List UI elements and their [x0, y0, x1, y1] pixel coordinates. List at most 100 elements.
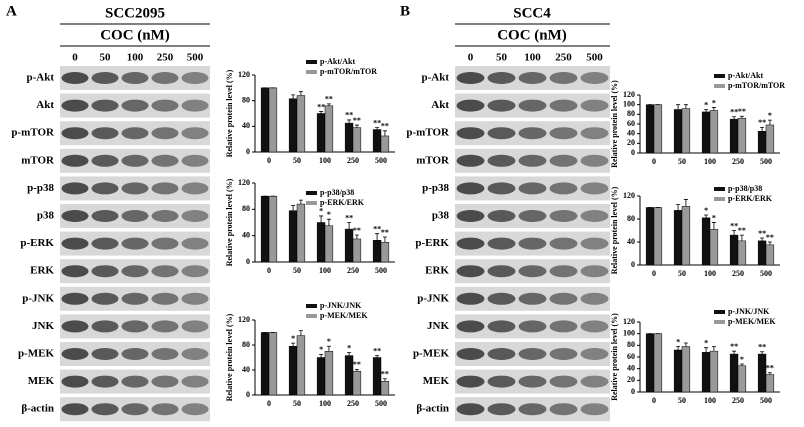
legend-swatch — [306, 314, 317, 318]
blot-band — [121, 348, 149, 360]
dose-label: 250 — [555, 52, 572, 64]
bar — [288, 210, 298, 263]
bar — [673, 349, 683, 393]
blot-band — [61, 265, 89, 278]
bar — [701, 352, 711, 393]
blot-band — [487, 182, 516, 195]
error-bar — [375, 233, 380, 241]
blot-label: p-ERK — [415, 237, 449, 249]
cell-line: SCC2095 — [105, 5, 165, 21]
error-bar — [291, 94, 296, 99]
treatment: COC (nM) — [100, 27, 170, 43]
bar — [352, 371, 362, 396]
bar — [260, 87, 270, 153]
bar — [260, 195, 270, 263]
blot-band — [91, 292, 119, 305]
error-bar — [382, 236, 387, 243]
blot-band — [121, 265, 149, 278]
bar — [709, 110, 719, 154]
y-tick-label: 80 — [242, 340, 250, 349]
bar — [681, 206, 691, 266]
legend-swatch — [714, 74, 725, 78]
blot-label: p-mTOR — [406, 127, 450, 139]
blot-band — [487, 403, 516, 416]
blot-band — [518, 99, 547, 112]
blot-band — [151, 210, 179, 222]
bar — [260, 332, 270, 396]
x-tick-label: 0 — [652, 157, 656, 166]
significance: ** — [766, 364, 774, 373]
blot-label: β-actin — [416, 403, 449, 415]
legend-label: p-ERK/ERK — [320, 198, 365, 207]
dose-label: 100 — [127, 52, 144, 64]
legend-swatch — [306, 304, 317, 308]
blot-band — [61, 237, 89, 250]
x-tick-label: 0 — [267, 156, 271, 165]
significance: ** — [317, 102, 325, 111]
error-bar — [291, 342, 296, 347]
bar — [737, 365, 747, 393]
blot-band — [121, 154, 149, 167]
y-axis-label: Relative protein level (%) — [610, 313, 619, 401]
blot-band — [580, 127, 609, 140]
blot-band — [121, 182, 149, 195]
y-tick-label: 120 — [238, 315, 250, 324]
error-bar — [676, 204, 681, 211]
blot-band — [549, 348, 578, 360]
significance: ** — [345, 213, 353, 222]
bar — [288, 346, 298, 396]
legend-label: p-ERK/ERK — [728, 194, 773, 203]
bar — [681, 346, 691, 393]
significance: ** — [373, 346, 381, 355]
blot-band — [91, 99, 119, 112]
blot-band — [456, 403, 485, 416]
cell-line: SCC4 — [513, 5, 551, 21]
blot-band — [91, 320, 119, 333]
legend-swatch — [306, 201, 317, 205]
blot-band — [181, 237, 209, 250]
bar — [352, 238, 362, 263]
x-tick-label: 100 — [319, 266, 331, 275]
blot-band — [518, 210, 547, 222]
blot-band — [518, 292, 547, 305]
y-tick-label: 0 — [246, 390, 250, 399]
blot-band — [456, 375, 485, 388]
blot-band — [456, 182, 485, 195]
blot-band — [487, 127, 516, 140]
bar — [344, 228, 354, 263]
significance: * — [347, 343, 351, 352]
bar — [316, 113, 326, 153]
y-tick-label: 120 — [623, 317, 635, 326]
x-tick-label: 100 — [704, 157, 716, 166]
error-bar — [676, 346, 681, 350]
error-bar — [354, 124, 359, 128]
blot-band — [181, 72, 209, 84]
legend-swatch — [714, 84, 725, 88]
x-tick-label: 500 — [760, 396, 772, 405]
legend-label: p-p38/p38 — [728, 184, 762, 193]
bar — [324, 225, 334, 263]
x-tick-label: 500 — [760, 269, 772, 278]
x-tick-label: 0 — [267, 399, 271, 408]
blot-band — [487, 375, 516, 388]
x-tick-label: 100 — [704, 269, 716, 278]
y-tick-label: 40 — [627, 128, 635, 137]
blot-band — [456, 154, 485, 167]
blot-band — [151, 320, 179, 333]
dose-label: 100 — [524, 52, 541, 64]
y-tick-label: 40 — [627, 237, 635, 246]
significance: ** — [766, 233, 774, 242]
y-tick-label: 80 — [242, 95, 250, 104]
x-tick-label: 50 — [678, 157, 686, 166]
bar — [673, 109, 683, 154]
blot-band — [456, 292, 485, 305]
blot-band — [121, 403, 149, 416]
significance: * — [319, 345, 323, 354]
significance: ** — [353, 226, 361, 235]
legend-label: p-MEK/MEK — [728, 317, 776, 326]
bar — [757, 131, 767, 154]
treatment: COC (nM) — [497, 27, 567, 43]
blot-band — [549, 403, 578, 416]
error-bar — [319, 353, 324, 358]
